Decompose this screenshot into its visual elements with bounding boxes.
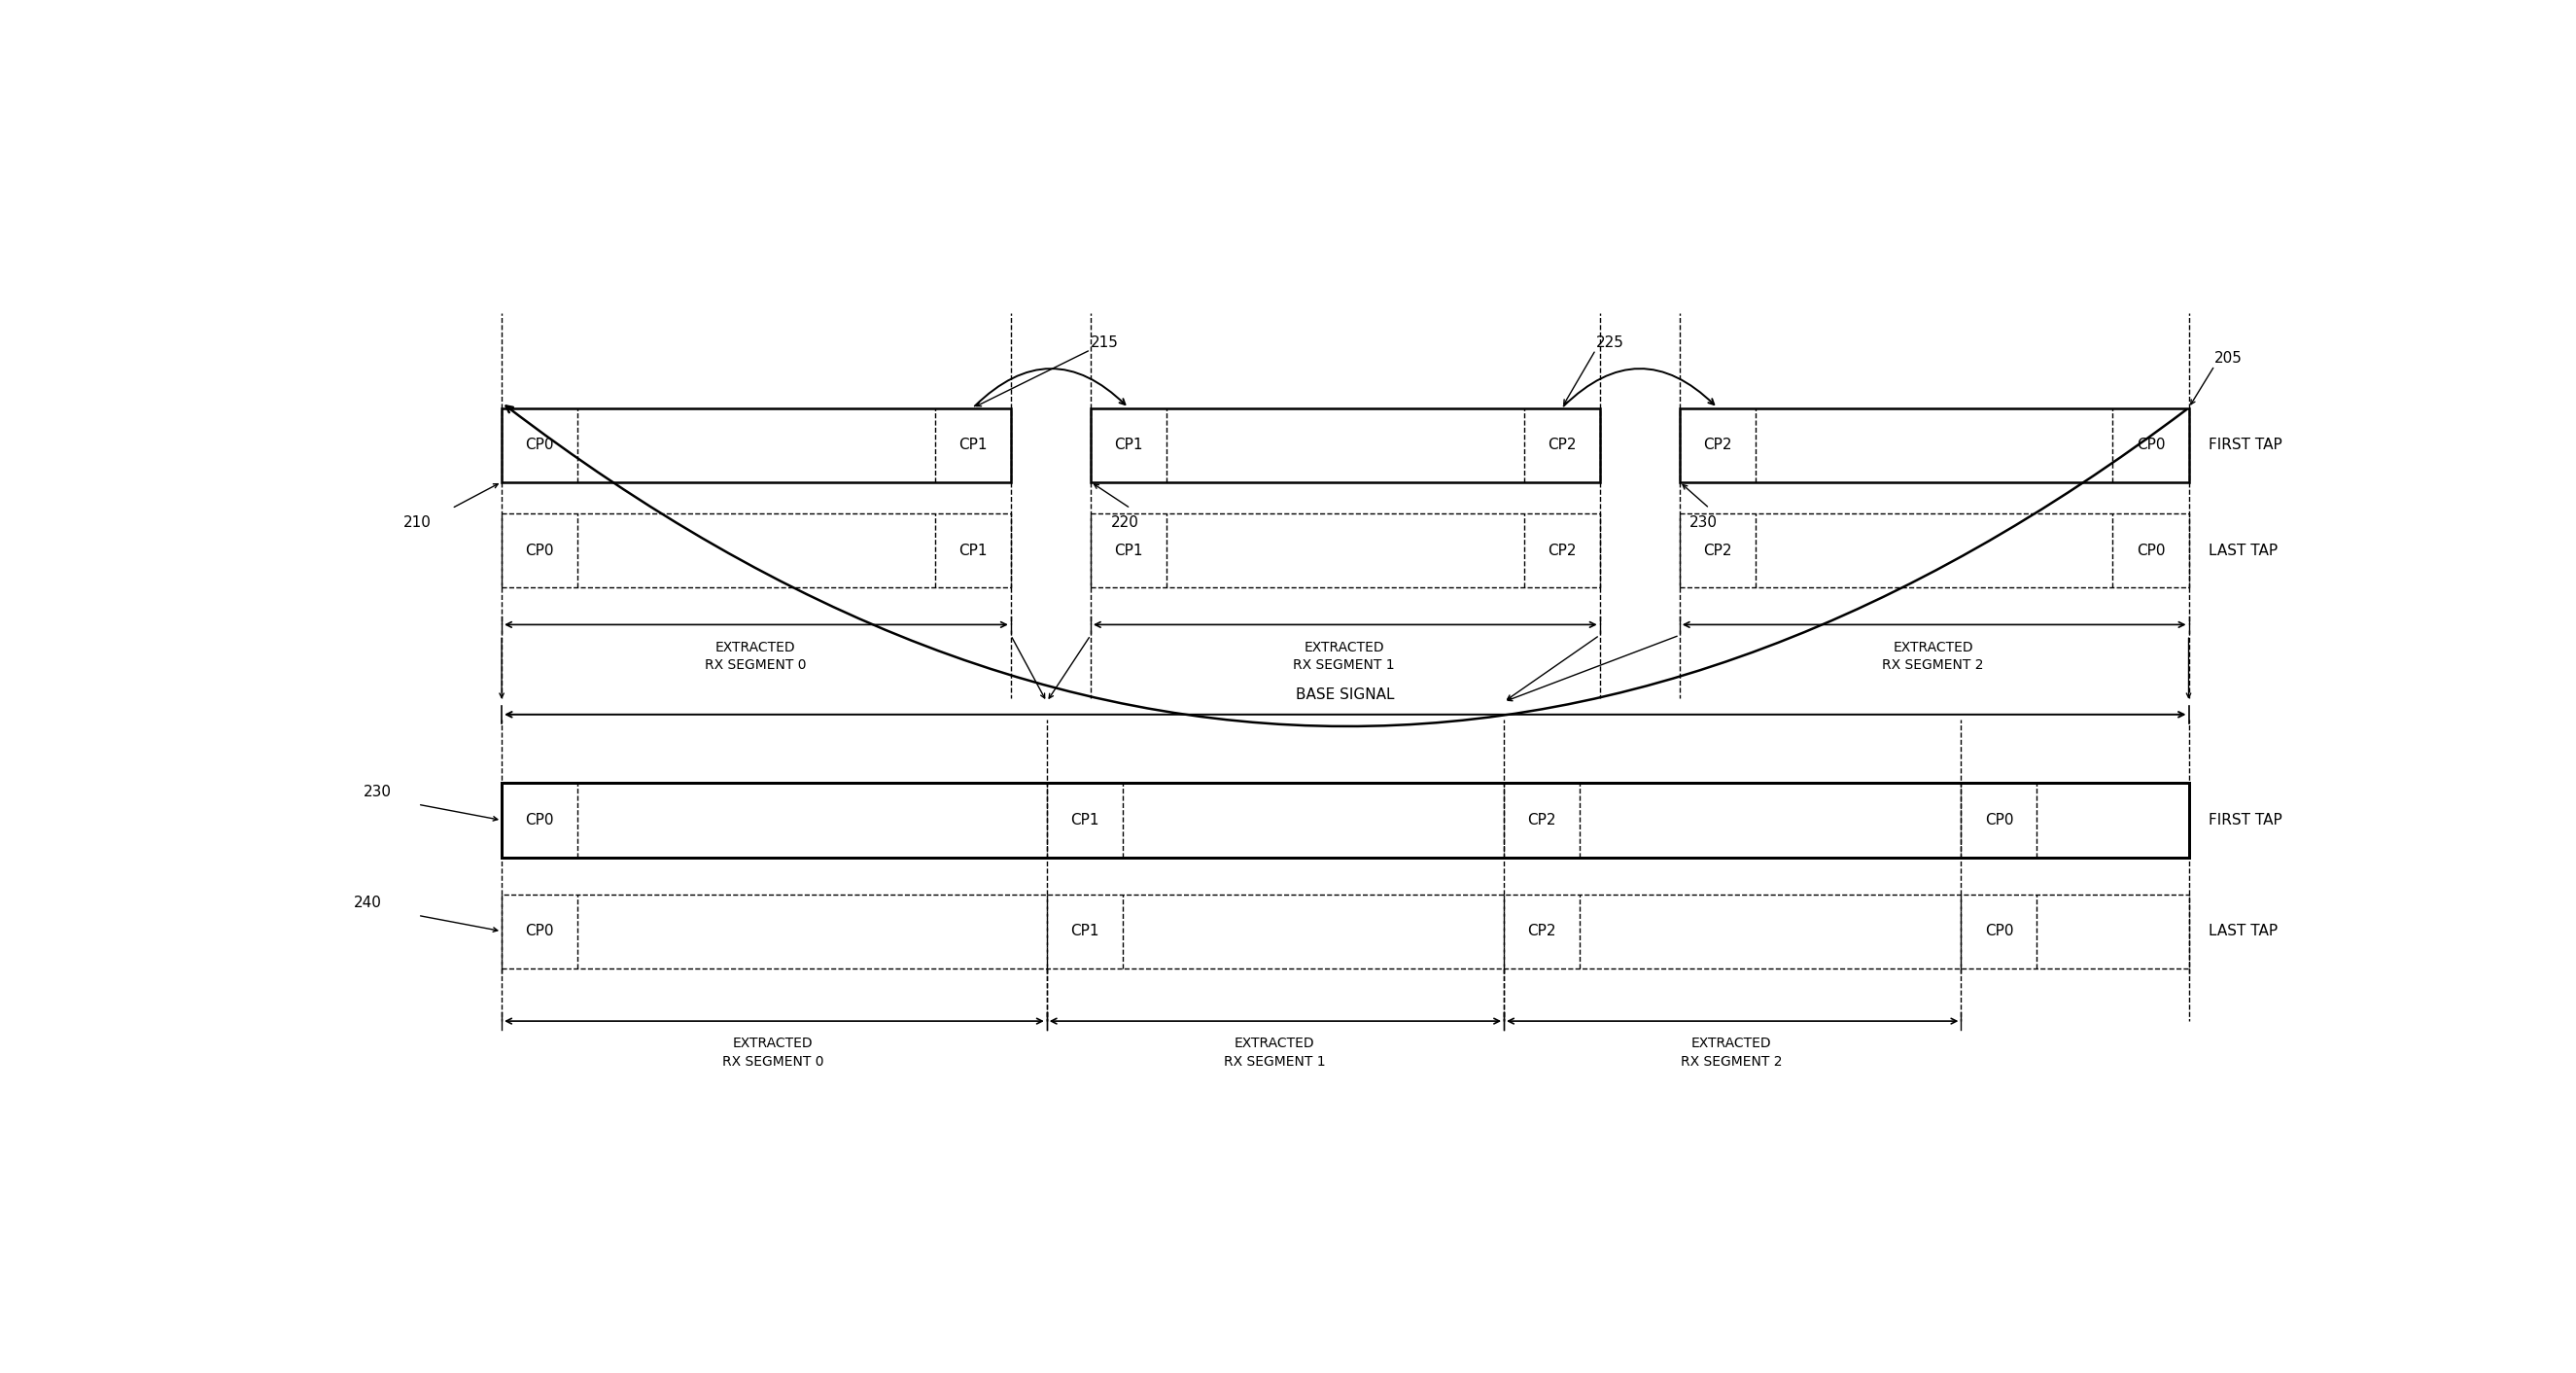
Text: BASE SIGNAL: BASE SIGNAL [1296, 688, 1394, 702]
Text: LAST TAP: LAST TAP [2208, 924, 2277, 939]
Text: EXTRACTED
RX SEGMENT 2: EXTRACTED RX SEGMENT 2 [1883, 640, 1984, 671]
Text: 210: 210 [404, 516, 433, 530]
Text: CP1: CP1 [1069, 813, 1100, 828]
Text: CP2: CP2 [1528, 924, 1556, 939]
Text: EXTRACTED
RX SEGMENT 1: EXTRACTED RX SEGMENT 1 [1293, 640, 1396, 671]
Text: CP2: CP2 [1528, 813, 1556, 828]
Text: CP2: CP2 [1703, 544, 1731, 557]
Bar [1680, 408, 2190, 482]
Text: CP2: CP2 [1548, 544, 1577, 557]
Bar [502, 783, 2190, 857]
Text: CP0: CP0 [1984, 813, 2014, 828]
Bar [502, 894, 2190, 968]
Text: CP0: CP0 [2136, 438, 2164, 452]
Text: CP1: CP1 [958, 438, 987, 452]
Text: EXTRACTED
RX SEGMENT 0: EXTRACTED RX SEGMENT 0 [703, 640, 806, 671]
FancyArrowPatch shape [505, 406, 2187, 726]
Text: 230: 230 [1690, 516, 1718, 530]
Text: EXTRACTED
RX SEGMENT 0: EXTRACTED RX SEGMENT 0 [721, 1037, 824, 1068]
Text: 205: 205 [2215, 351, 2244, 365]
Text: FIRST TAP: FIRST TAP [2208, 438, 2282, 452]
Bar [502, 514, 1010, 588]
Text: EXTRACTED
RX SEGMENT 2: EXTRACTED RX SEGMENT 2 [1680, 1037, 1783, 1068]
Text: CP1: CP1 [1115, 438, 1144, 452]
Text: CP0: CP0 [526, 544, 554, 557]
Text: CP0: CP0 [526, 438, 554, 452]
Bar [1090, 408, 1600, 482]
Text: 220: 220 [1110, 516, 1139, 530]
Text: FIRST TAP: FIRST TAP [2208, 813, 2282, 828]
Text: CP0: CP0 [2136, 544, 2164, 557]
Text: CP2: CP2 [1703, 438, 1731, 452]
Text: LAST TAP: LAST TAP [2208, 544, 2277, 557]
FancyArrowPatch shape [974, 368, 1126, 406]
Text: 225: 225 [1595, 335, 1623, 350]
Text: 240: 240 [353, 895, 381, 910]
Bar [502, 408, 1010, 482]
Text: CP1: CP1 [958, 544, 987, 557]
Text: 215: 215 [1090, 335, 1118, 350]
Text: CP0: CP0 [526, 813, 554, 828]
Text: CP0: CP0 [526, 924, 554, 939]
Text: EXTRACTED
RX SEGMENT 1: EXTRACTED RX SEGMENT 1 [1224, 1037, 1324, 1068]
Text: CP1: CP1 [1069, 924, 1100, 939]
Bar [1090, 514, 1600, 588]
FancyArrowPatch shape [1564, 368, 1713, 406]
Text: CP0: CP0 [1984, 924, 2014, 939]
Text: CP1: CP1 [1115, 544, 1144, 557]
Text: 230: 230 [363, 784, 392, 799]
Text: CP2: CP2 [1548, 438, 1577, 452]
Bar [1680, 514, 2190, 588]
